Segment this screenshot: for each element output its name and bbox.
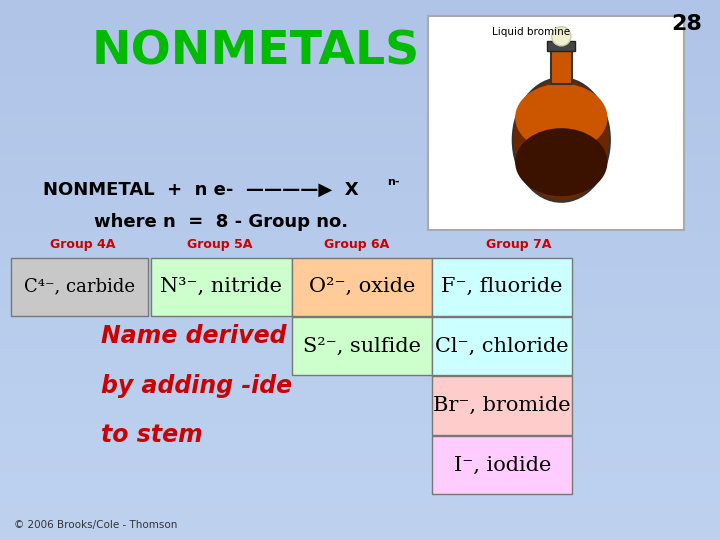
- Text: Br⁻, bromide: Br⁻, bromide: [433, 396, 571, 415]
- Bar: [292, 258, 432, 316]
- Bar: [432, 436, 572, 494]
- Text: Group 5A: Group 5A: [187, 238, 252, 251]
- Text: where n  =  8 - Group no.: where n = 8 - Group no.: [94, 213, 348, 231]
- Text: I⁻, iodide: I⁻, iodide: [454, 455, 551, 475]
- Ellipse shape: [513, 78, 610, 202]
- Text: to stem: to stem: [101, 423, 202, 447]
- Bar: [151, 258, 292, 316]
- Text: Group 6A: Group 6A: [324, 238, 389, 251]
- Bar: [432, 317, 572, 375]
- Text: n-: n-: [387, 177, 400, 187]
- Text: F⁻, fluoride: F⁻, fluoride: [441, 277, 563, 296]
- Text: Group 7A: Group 7A: [486, 238, 551, 251]
- Text: NONMETALS: NONMETALS: [91, 30, 420, 75]
- Ellipse shape: [516, 128, 608, 196]
- Text: Group 4A: Group 4A: [50, 238, 115, 251]
- Text: C⁴⁻, carbide: C⁴⁻, carbide: [24, 278, 135, 296]
- Text: S²⁻, sulfide: S²⁻, sulfide: [303, 336, 420, 356]
- Text: Liquid bromine: Liquid bromine: [492, 27, 570, 37]
- Text: by adding -ide: by adding -ide: [101, 374, 292, 397]
- Ellipse shape: [552, 26, 571, 46]
- Ellipse shape: [516, 84, 608, 152]
- Text: © 2006 Brooks/Cole - Thomson: © 2006 Brooks/Cole - Thomson: [14, 520, 178, 530]
- Bar: [11, 258, 148, 316]
- Bar: [551, 42, 572, 84]
- Text: Cl⁻, chloride: Cl⁻, chloride: [436, 336, 569, 356]
- Bar: [292, 317, 432, 375]
- Text: O²⁻, oxide: O²⁻, oxide: [309, 277, 415, 296]
- Bar: [432, 376, 572, 435]
- Text: N³⁻, nitride: N³⁻, nitride: [161, 277, 282, 296]
- Text: Name derived: Name derived: [101, 324, 287, 348]
- Bar: [432, 258, 572, 316]
- Text: NONMETAL  +  n e-  ————▶  X: NONMETAL + n e- ————▶ X: [43, 181, 359, 199]
- Bar: [547, 42, 575, 51]
- Text: 28: 28: [671, 14, 702, 33]
- Bar: [428, 16, 684, 230]
